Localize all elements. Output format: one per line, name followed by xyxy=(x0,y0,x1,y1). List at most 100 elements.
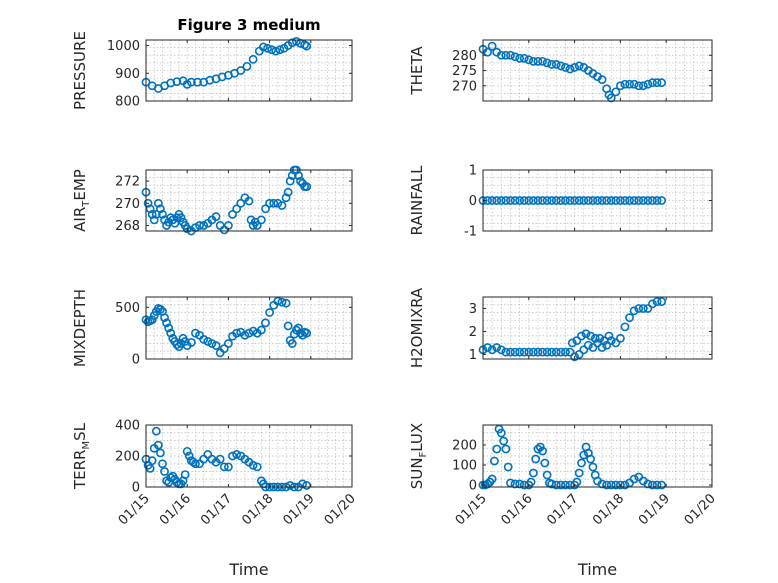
data-point xyxy=(581,329,591,339)
data-point xyxy=(176,213,186,223)
data-point xyxy=(219,462,229,472)
data-point xyxy=(291,36,301,46)
data-point xyxy=(156,304,165,314)
y-tick-label: 1 xyxy=(469,348,477,363)
data-point xyxy=(296,176,305,186)
data-point xyxy=(657,78,667,88)
data-point xyxy=(195,221,204,230)
data-point xyxy=(565,480,575,490)
figure-title: Figure 3 medium xyxy=(177,16,320,34)
data-point xyxy=(487,345,497,355)
data-point xyxy=(492,196,502,205)
data-point xyxy=(616,196,625,205)
data-point xyxy=(232,204,242,214)
data-point xyxy=(657,480,667,490)
axes-box xyxy=(145,39,353,102)
data-point xyxy=(302,328,312,338)
data-point xyxy=(538,56,547,66)
data-point xyxy=(528,468,538,478)
data-point xyxy=(606,93,616,103)
series-sun_flux xyxy=(478,424,667,490)
axes-rainfall: -1 0 1 RAINFALL xyxy=(408,164,713,240)
data-point xyxy=(294,171,303,180)
data-point xyxy=(285,481,295,490)
data-point xyxy=(629,79,639,89)
x-tick-label: 01/15 xyxy=(116,491,153,528)
axes-air_temp: 268 270 272 AIRTEMP xyxy=(71,165,353,236)
y-axis-label: PRESSURE xyxy=(71,31,89,110)
data-point xyxy=(166,213,176,223)
data-point xyxy=(273,296,283,306)
data-point xyxy=(256,215,266,225)
y-tick-label: 100 xyxy=(452,459,477,474)
data-point xyxy=(556,347,566,357)
axes-pressure: 800 900 1000 PRESSURE xyxy=(71,31,353,110)
data-point xyxy=(629,474,639,484)
data-point xyxy=(180,470,190,479)
data-point xyxy=(271,46,281,56)
x-tick-label: 01/16 xyxy=(157,491,194,528)
data-point xyxy=(186,77,196,87)
data-point xyxy=(533,56,543,66)
data-point xyxy=(542,58,552,68)
data-point xyxy=(267,45,277,55)
data-point xyxy=(611,87,621,97)
data-point xyxy=(602,340,612,350)
data-point xyxy=(588,462,598,472)
data-point xyxy=(277,297,287,307)
data-point xyxy=(519,53,529,63)
data-point xyxy=(487,41,497,51)
data-point xyxy=(228,451,237,461)
data-point xyxy=(191,459,200,469)
data-point xyxy=(156,448,165,458)
grid xyxy=(145,425,353,487)
data-point xyxy=(302,481,312,490)
data-point xyxy=(538,347,547,357)
data-point xyxy=(542,196,552,205)
data-point xyxy=(496,345,506,355)
data-point xyxy=(496,196,506,205)
data-point xyxy=(620,79,630,89)
x-tick-label: 01/17 xyxy=(544,491,581,528)
data-point xyxy=(263,43,272,53)
data-point xyxy=(256,325,266,335)
y-tick-label: 270 xyxy=(115,197,140,212)
y-axis-label: RAINFALL xyxy=(408,165,426,236)
data-point xyxy=(652,480,662,490)
data-point xyxy=(524,196,534,205)
data-point xyxy=(611,338,621,348)
data-point xyxy=(565,64,575,74)
data-point xyxy=(574,468,584,478)
y-tick-label: 3 xyxy=(469,302,477,317)
data-point xyxy=(244,196,254,206)
data-point xyxy=(149,215,159,225)
data-point xyxy=(487,474,497,484)
data-point xyxy=(542,470,552,480)
data-point xyxy=(496,50,506,60)
data-point xyxy=(551,60,561,69)
data-point xyxy=(515,53,525,63)
data-point xyxy=(561,347,570,357)
data-point xyxy=(616,480,625,490)
y-axis-label: MIXDEPTH xyxy=(71,289,89,367)
axes-box xyxy=(145,296,353,360)
data-point xyxy=(629,196,639,205)
data-point xyxy=(657,196,667,205)
data-point xyxy=(153,198,163,208)
data-point xyxy=(604,331,614,341)
data-point xyxy=(606,196,616,205)
data-point xyxy=(492,343,502,352)
y-tick-label: 268 xyxy=(115,219,140,234)
data-point xyxy=(643,196,653,205)
data-point xyxy=(275,45,285,55)
data-point xyxy=(519,480,529,490)
data-point xyxy=(588,343,598,352)
data-point xyxy=(501,347,511,357)
data-point xyxy=(265,198,274,208)
x-tick-label: 01/20 xyxy=(682,491,719,528)
data-point xyxy=(172,77,182,86)
data-point xyxy=(629,306,639,316)
data-point xyxy=(496,428,506,438)
